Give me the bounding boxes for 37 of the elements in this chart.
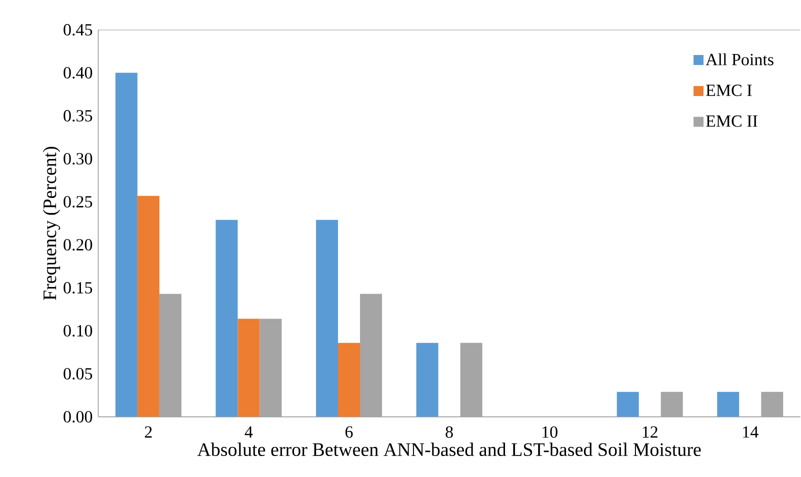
- x-tick-label: 12: [642, 426, 658, 438]
- y-axis-title: Frequency (Percent): [42, 146, 60, 300]
- bar: [137, 196, 160, 417]
- y-tick-label: 0.45: [64, 24, 92, 36]
- x-tick-label: 14: [743, 426, 758, 438]
- bar: [216, 220, 238, 417]
- y-tick-label: 0.20: [64, 239, 92, 251]
- legend-label: EMC II: [706, 115, 758, 127]
- x-tick-label: 4: [244, 426, 253, 438]
- bar: [338, 342, 360, 417]
- y-tick-label: 0.15: [64, 282, 92, 294]
- x-tick-label: 6: [345, 426, 353, 438]
- y-tick-label: 0.25: [64, 196, 92, 208]
- bar: [717, 392, 740, 417]
- bar: [460, 342, 482, 417]
- bar: [660, 392, 683, 417]
- legend-label: All Points: [706, 53, 774, 66]
- x-axis-title: Absolute error Between ANN-based and LST-based Soil Moisture: [197, 442, 701, 456]
- x-tick-label: 8: [446, 426, 453, 438]
- y-tick-label: 0.40: [64, 67, 92, 79]
- bar: [616, 392, 639, 417]
- bar: [416, 342, 438, 417]
- x-tick-label: 2: [144, 426, 152, 438]
- bar: [761, 392, 784, 417]
- bar: [115, 72, 138, 417]
- bar: [360, 294, 382, 417]
- bar: [238, 318, 260, 417]
- y-tick-label: 0.30: [64, 153, 92, 165]
- y-tick-label: 0.00: [64, 411, 92, 423]
- bar: [316, 220, 338, 417]
- x-tick-label: 10: [542, 426, 558, 438]
- y-tick-label: 0.35: [64, 110, 92, 122]
- legend-label: EMC I: [706, 84, 752, 96]
- bar: [260, 318, 282, 417]
- y-tick-label: 0.05: [64, 368, 92, 380]
- bar: [159, 294, 182, 417]
- y-tick-label: 0.10: [64, 325, 92, 337]
